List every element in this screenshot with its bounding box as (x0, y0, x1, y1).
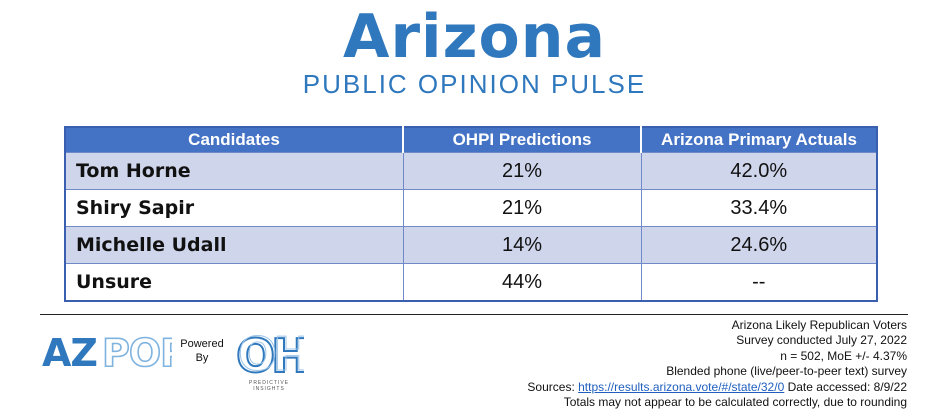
oh-logo-subtitle: PREDICTIVE INSIGHTS (248, 380, 289, 392)
azpop-logo: AZ POP (42, 332, 172, 372)
powered-by-label: Powered By (180, 338, 224, 364)
table-row: Tom Horne 21% 42.0% (64, 152, 878, 190)
sources-label: Sources: (527, 379, 579, 394)
sources-link[interactable]: https://results.arizona.vote/#/state/32/… (578, 379, 785, 394)
prediction-value: 44% (402, 263, 642, 302)
footer-divider (40, 314, 908, 315)
candidate-name: Tom Horne (64, 152, 404, 190)
prediction-value: 21% (402, 189, 642, 227)
actual-value: 42.0% (640, 152, 878, 190)
notes-survey-date: Survey conducted July 27, 2022 (736, 333, 907, 348)
column-header-predictions: OHPI Predictions (402, 127, 641, 153)
candidate-name: Michelle Udall (64, 226, 404, 264)
oh-logo-text: OH (236, 329, 304, 383)
notes-rounding: Totals may not appear to be calculated c… (563, 395, 907, 410)
table-row: Shiry Sapir 21% 33.4% (64, 189, 878, 227)
svg-text:OH: OH (238, 327, 304, 381)
page-title: Arizona (343, 2, 606, 72)
candidate-name: Shiry Sapir (64, 189, 404, 227)
notes-population: Arizona Likely Republican Voters (731, 318, 907, 332)
azpop-logo-text: AZ (42, 332, 97, 372)
notes-sample-size: n = 502, MoE +/- 4.37% (780, 348, 907, 363)
prediction-value: 21% (402, 152, 642, 190)
notes-method: Blended phone (live/peer-to-peer text) s… (666, 364, 907, 379)
oh-logo: OH OH (235, 327, 304, 385)
page-header: Arizona PUBLIC OPINION PULSE (0, 6, 949, 98)
actual-value: 33.4% (640, 189, 878, 227)
results-table: Candidates OHPI Predictions Arizona Prim… (64, 126, 878, 302)
survey-notes: Arizona Likely Republican Voters Survey … (527, 318, 907, 410)
page-subtitle: PUBLIC OPINION PULSE (302, 69, 647, 99)
column-header-candidates: Candidates (65, 127, 403, 153)
svg-text:POP: POP (102, 332, 172, 372)
date-accessed: Date accessed: 8/9/22 (784, 379, 907, 394)
column-header-actuals: Arizona Primary Actuals (640, 127, 877, 153)
prediction-value: 14% (402, 226, 642, 264)
candidate-name: Unsure (64, 263, 404, 302)
table-row: Michelle Udall 14% 24.6% (64, 226, 878, 264)
actual-value: 24.6% (640, 226, 878, 264)
notes-sources: Sources: https://results.arizona.vote/#/… (527, 380, 907, 395)
table-row: Unsure 44% -- (64, 263, 878, 302)
actual-value: -- (640, 263, 878, 302)
table-header-row: Candidates OHPI Predictions Arizona Prim… (65, 127, 877, 153)
